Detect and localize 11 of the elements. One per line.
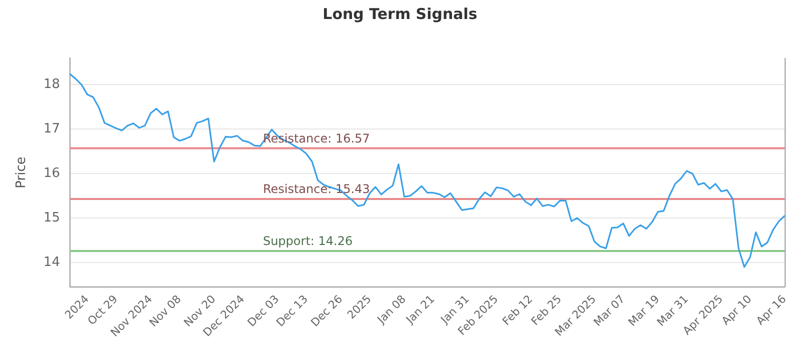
y-tick-label: 18 [43, 77, 60, 92]
y-axis-title: Price [14, 156, 30, 188]
y-tick-label: 17 [43, 122, 60, 137]
chart-title: Long Term Signals [322, 4, 478, 23]
x-tick-label: Apr 16 [754, 292, 789, 328]
y-tick-label: 15 [43, 210, 60, 226]
x-tick-label: Dec 26 [308, 292, 346, 330]
y-tick-label: 14 [43, 254, 60, 270]
ref-line-label: Resistance: 15.43 [262, 182, 370, 196]
ref-line-label: Support: 14.26 [262, 234, 353, 248]
y-tick-label: 16 [43, 166, 60, 181]
